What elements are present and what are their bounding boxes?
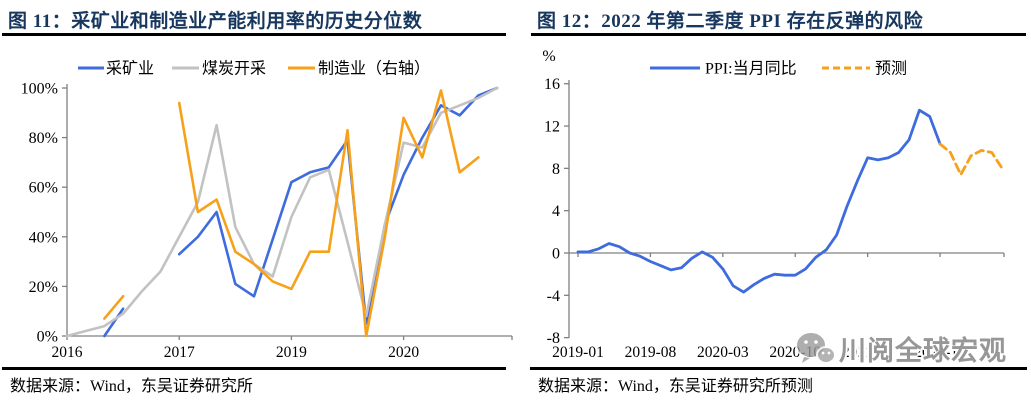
series-line-2 [103,89,480,338]
y-tick-label: 16 [544,76,560,93]
series-line-1 [938,142,1004,177]
x-tick-label: 2020-03 [697,344,749,361]
legend-label: 预测 [875,60,907,78]
y-tick-label: 80% [29,130,58,147]
x-tick-label: 2017 [164,344,195,361]
legend-label: PPI:当月同比 [705,60,797,78]
y-tick-label: -8 [547,330,560,347]
figure-12-y-axis-unit: % [542,48,556,65]
y-tick-label: 8 [552,161,560,178]
figure-11-title: 图 11：采矿业和制造业产能利用率的历史分位数 [8,11,423,32]
figure-12-source: 数据来源：Wind，东吴证券研究所预测 [538,378,813,395]
legend-label: 制造业（右轴） [318,60,430,78]
x-axis: 2019-01 2019-08 2020-03 2020-10 2021-05 2021-… [552,252,1005,361]
x-tick-label: 2019-01 [552,344,604,361]
figure-12-title: 图 12：2022 年第二季度 PPI 存在反弹的风险 [537,11,924,32]
y-tick-label: 0 [552,246,560,263]
y-tick-label: 60% [29,180,58,197]
x-axis: 2016 2017 2019 2020 [52,335,513,361]
legend-label: 煤炭开采 [202,60,266,78]
y-tick-label: 4 [552,203,560,220]
x-tick-label: 2020-10 [769,344,821,361]
figure-11-footer-rule [2,367,506,370]
legend: PPI:当月同比 预测 [650,60,907,78]
x-tick-label: 2021-05 [842,344,894,361]
legend: 采矿业 煤炭开采 制造业（右轴） [78,60,430,78]
x-tick-label: 2021-12 [914,344,966,361]
figure-11-source: 数据来源：Wind，东吴证券研究所 [10,378,253,395]
x-tick-label: 2020 [388,344,419,361]
y-tick-label: 100% [21,81,58,98]
y-tick-label: 40% [29,229,58,246]
series-line-0 [576,108,942,294]
y-axis: 100% 80% 60% 40% 20% 0% [21,81,68,346]
figure-12-footer-rule [530,367,1027,370]
figure-11-title-rule [2,33,506,36]
y-axis: 16 12 8 4 0 -4 -8 [544,76,570,347]
y-tick-label: -4 [547,288,560,305]
y-tick-label: 20% [29,279,58,296]
figure-12-title-rule [531,33,1026,36]
x-tick-label: 2019 [276,344,307,361]
y-tick-label: 12 [544,119,560,136]
x-tick-label: 2019-08 [625,344,677,361]
figure-11-chart: 100% 80% 60% 40% 20% 0%2016 2017 2019 2020 采矿业 煤炭开… [21,60,513,361]
legend-label: 采矿业 [106,60,154,78]
series-line-0 [103,86,499,338]
x-tick-label: 2016 [52,344,83,361]
y-tick-label: 0% [37,329,58,346]
